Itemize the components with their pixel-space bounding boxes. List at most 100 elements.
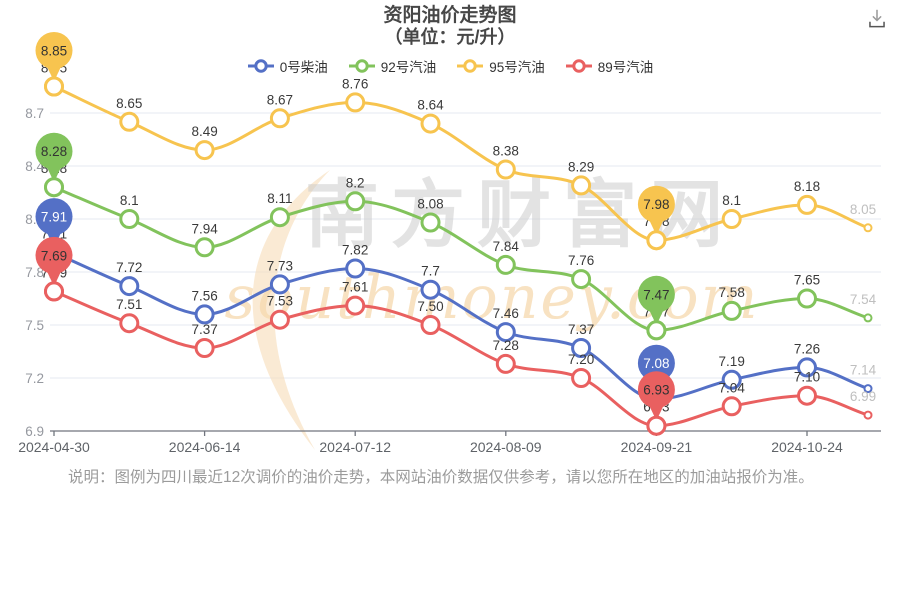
data-label: 7.53: [267, 294, 293, 309]
data-label: 7.54: [850, 292, 877, 307]
data-point[interactable]: [119, 276, 140, 297]
marked-point-pin[interactable]: 7.69: [35, 236, 73, 302]
data-label: 7.10: [794, 370, 820, 385]
data-label: 7.84: [493, 239, 520, 254]
data-label: 8.1: [120, 193, 139, 208]
price-trend-chart: 南方财富网southmoney.com7.917.727.567.737.827…: [18, 32, 881, 455]
data-point[interactable]: [571, 368, 592, 388]
data-label: 8.05: [850, 202, 876, 217]
legend-item-89号汽油[interactable]: 89号汽油: [565, 56, 653, 76]
data-point[interactable]: [863, 384, 873, 394]
data-point[interactable]: [345, 92, 366, 113]
data-point[interactable]: [420, 113, 441, 134]
data-label: 8.08: [417, 197, 443, 212]
legend-item-92号汽油[interactable]: 92号汽油: [348, 56, 437, 76]
x-axis-label: 2024-09-21: [621, 439, 693, 455]
x-axis-label: 2024-06-14: [169, 439, 241, 455]
data-point[interactable]: [194, 338, 215, 358]
data-point[interactable]: [194, 140, 215, 161]
data-point[interactable]: [345, 295, 366, 316]
data-point[interactable]: [863, 223, 873, 233]
data-label: 7.26: [794, 341, 820, 356]
data-label: 7.56: [191, 288, 217, 303]
data-point[interactable]: [44, 281, 64, 302]
save-image-button[interactable]: [864, 6, 892, 34]
data-point[interactable]: [646, 230, 667, 251]
data-label: 7.28: [493, 338, 519, 353]
y-axis-label: 7.2: [25, 371, 44, 386]
legend-item-95号汽油[interactable]: 95号汽油: [456, 56, 545, 76]
data-point[interactable]: [797, 357, 817, 378]
data-label: 7.51: [116, 297, 142, 312]
data-point[interactable]: [269, 274, 290, 295]
data-point[interactable]: [44, 76, 64, 97]
marked-point-pin[interactable]: 7.47: [637, 275, 675, 341]
data-point[interactable]: [495, 353, 516, 374]
data-point[interactable]: [797, 288, 817, 309]
chart-title: 资阳油价走势图: [383, 5, 517, 26]
marked-point-pin[interactable]: 8.28: [35, 132, 73, 198]
data-label: 8.38: [493, 144, 519, 159]
data-label: 8.2: [346, 175, 365, 190]
data-point[interactable]: [863, 313, 873, 323]
data-point[interactable]: [721, 369, 742, 390]
data-point[interactable]: [420, 279, 441, 300]
pin-value-label: 8.85: [41, 44, 67, 59]
data-point[interactable]: [269, 207, 290, 228]
data-point[interactable]: [495, 159, 516, 180]
data-label: 8.18: [794, 179, 820, 194]
legend-label: 92号汽油: [380, 60, 437, 75]
series-0号柴油: 7.917.727.567.737.827.77.467.377.087.197…: [41, 227, 877, 410]
data-point[interactable]: [721, 396, 742, 417]
data-point[interactable]: [571, 175, 592, 196]
pin-value-label: 7.08: [643, 356, 669, 371]
data-point[interactable]: [721, 300, 742, 321]
data-point[interactable]: [495, 322, 516, 343]
data-point[interactable]: [495, 254, 516, 275]
data-point[interactable]: [571, 269, 592, 290]
marked-points: 7.91 7.08 8.28 7.47 8.85 7.98 7.69 6.93: [35, 32, 675, 436]
data-label: 7.19: [719, 354, 745, 369]
marked-point-pin[interactable]: 8.85: [35, 32, 73, 97]
data-point[interactable]: [420, 315, 441, 335]
data-point[interactable]: [269, 309, 290, 330]
data-label: 7.58: [719, 285, 745, 300]
data-point[interactable]: [269, 108, 290, 129]
data-point[interactable]: [571, 338, 592, 358]
data-label: 8.76: [342, 76, 368, 91]
data-point[interactable]: [797, 385, 817, 406]
data-point[interactable]: [345, 258, 366, 279]
legend-label: 0号柴油: [279, 60, 328, 75]
data-point[interactable]: [194, 237, 215, 258]
marked-point-pin[interactable]: 6.93: [637, 371, 675, 436]
pin-value-label: 6.93: [643, 383, 669, 398]
data-point[interactable]: [420, 212, 441, 233]
legend-marker: [247, 59, 274, 73]
legend: 0号柴油 92号汽油 95号汽油 89号汽油: [0, 56, 900, 76]
data-point[interactable]: [119, 313, 140, 334]
gridlines: [50, 112, 881, 379]
data-label: 8.1: [722, 193, 741, 208]
data-point[interactable]: [345, 191, 366, 212]
data-point[interactable]: [646, 320, 667, 341]
data-point[interactable]: [797, 194, 817, 215]
pin-value-label: 7.91: [41, 210, 67, 225]
data-point[interactable]: [646, 415, 667, 436]
data-point[interactable]: [721, 209, 742, 229]
data-point[interactable]: [44, 177, 64, 198]
series-89号汽油: 7.697.517.377.537.617.507.287.206.937.04…: [41, 265, 876, 436]
pin-value-label: 7.69: [41, 248, 67, 263]
marked-point-pin[interactable]: 7.98: [637, 185, 675, 251]
legend-marker: [457, 59, 484, 73]
data-point[interactable]: [119, 111, 140, 132]
data-point[interactable]: [863, 410, 873, 420]
y-axis-label: 8.7: [25, 106, 44, 121]
data-point[interactable]: [119, 209, 140, 229]
legend-marker: [565, 59, 592, 73]
data-point[interactable]: [194, 304, 215, 325]
x-axis-label: 2024-07-12: [319, 439, 391, 455]
legend-item-0号柴油[interactable]: 0号柴油: [247, 56, 328, 76]
data-label: 6.99: [850, 389, 876, 404]
data-label: 8.11: [267, 191, 292, 206]
